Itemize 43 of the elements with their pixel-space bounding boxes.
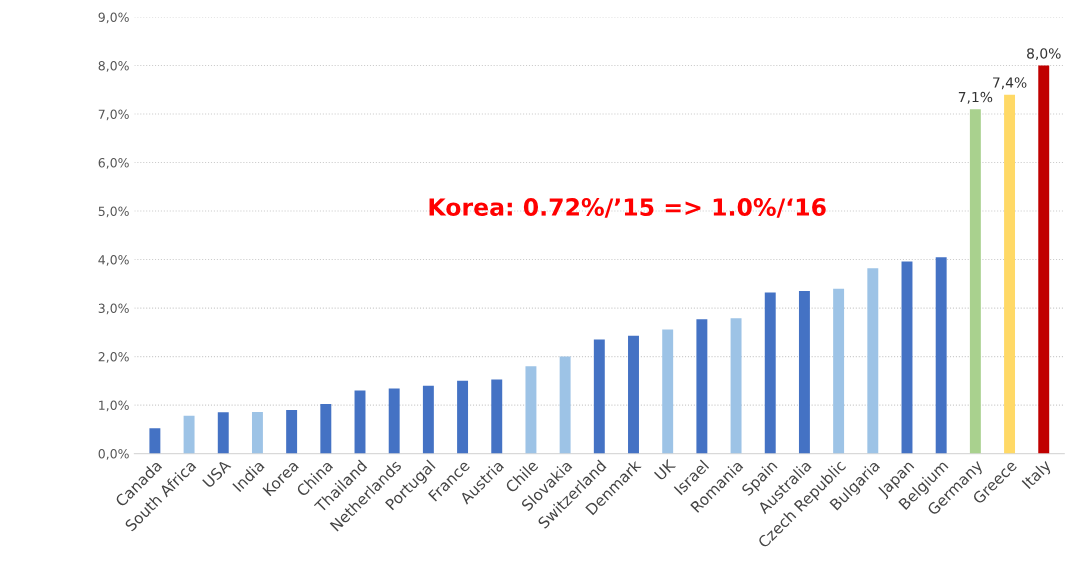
y-tick-label: 5,0% [98, 206, 129, 218]
bar [286, 409, 298, 454]
bar [422, 385, 434, 454]
y-tick-label: 3,0% [98, 303, 129, 315]
y-tick-label: 8,0% [98, 60, 129, 72]
x-tick-label: UK [653, 458, 677, 481]
bar [593, 339, 605, 454]
y-tick-label: 0,0% [98, 449, 129, 460]
bar [662, 329, 674, 454]
bar [149, 428, 161, 454]
bar [1004, 94, 1016, 454]
bar [730, 318, 742, 454]
bar [696, 319, 708, 454]
y-tick-label: 2,0% [98, 352, 129, 363]
y-tick-label: 1,0% [99, 400, 129, 412]
bar [628, 335, 639, 454]
data-label: 8,0% [1027, 48, 1061, 61]
bar [354, 390, 366, 454]
data-label: 7,1% [958, 91, 993, 104]
bar [969, 109, 981, 454]
bar [457, 380, 469, 454]
bar [525, 366, 537, 454]
y-tick-label: 9,0% [98, 12, 129, 24]
bar [901, 261, 913, 454]
y-tick-label: 4,0% [98, 255, 129, 266]
bar [833, 288, 845, 454]
bar [491, 379, 503, 454]
bar [183, 415, 195, 454]
bar [764, 292, 776, 454]
bar [217, 412, 229, 454]
bar [798, 291, 810, 454]
bar [1038, 65, 1050, 454]
bar [320, 404, 332, 454]
bar [251, 411, 263, 454]
bar [388, 388, 400, 454]
bar [867, 268, 879, 454]
x-tick-label: USA [202, 458, 232, 489]
y-tick-label: 6,0% [98, 158, 129, 169]
bar [559, 356, 571, 454]
data-label: 7,4% [993, 77, 1027, 90]
bar [935, 257, 947, 454]
y-tick-label: 7,0% [98, 109, 129, 121]
annotation: Korea: 0.72%/’15 => 1.0%/‘16 [429, 198, 826, 218]
